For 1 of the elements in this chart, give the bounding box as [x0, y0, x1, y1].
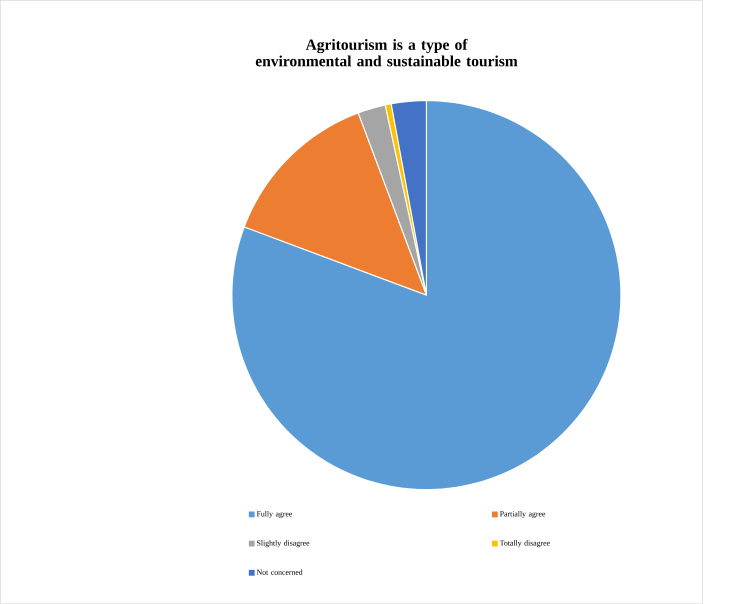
- chart-title: Agritourism is a type of environmental and sustainable tourism: [256, 38, 518, 66]
